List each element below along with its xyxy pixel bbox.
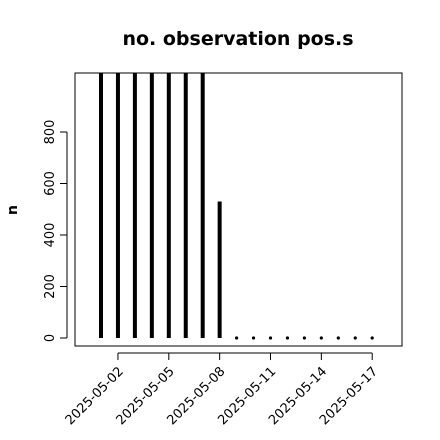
- chart-title: no. observation pos.s: [122, 28, 353, 50]
- y-tick-label: 600: [43, 171, 58, 196]
- bar-zero-point: [251, 336, 256, 340]
- bar-zero-point: [319, 336, 323, 340]
- bar-zero-point: [336, 336, 340, 340]
- y-tick-label: 400: [43, 223, 58, 248]
- bar-zero-point: [353, 336, 357, 340]
- bar-zero-point: [370, 336, 374, 340]
- bars-group: [99, 73, 374, 340]
- bar-zero-point: [285, 336, 290, 340]
- x-axis: 2025-05-022025-05-052025-05-082025-05-11…: [63, 352, 381, 428]
- y-tick-label: 0: [43, 334, 58, 342]
- bar-zero-point: [268, 336, 273, 340]
- bar-zero-point: [235, 336, 239, 340]
- y-tick-label: 800: [43, 120, 58, 145]
- bar-zero-point: [302, 336, 306, 340]
- y-axis-label: n: [5, 205, 21, 215]
- plot-frame: [74, 72, 403, 347]
- y-axis: 0 200 400 600 800: [43, 120, 68, 342]
- y-tick-label: 200: [43, 274, 58, 299]
